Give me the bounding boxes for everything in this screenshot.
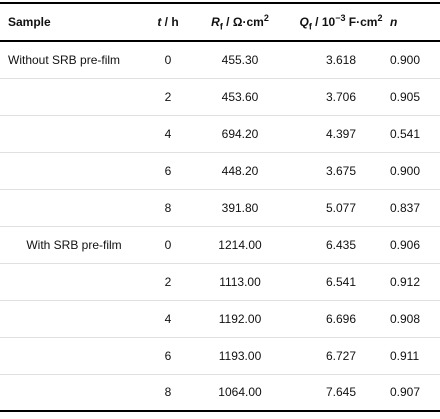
cell-sample [0, 189, 148, 226]
cell-rf: 391.80 [221, 200, 259, 215]
header-time-var: t [157, 15, 162, 29]
cell-qf: 3.706 [325, 89, 357, 104]
cell-sample [0, 115, 148, 152]
cell-sample [0, 263, 148, 300]
cell-time: 4 [164, 311, 172, 326]
table-row: 2 1113.00 6.541 0.912 [0, 263, 440, 300]
header-n: n [390, 3, 440, 41]
header-rf-var: R [211, 14, 220, 29]
cell-time: 4 [164, 126, 172, 141]
cell-qf: 7.645 [325, 385, 357, 400]
cell-rf: 1113.00 [219, 274, 261, 289]
table-row: 8 1064.00 7.645 0.907 [0, 374, 440, 411]
cell-rf: 1214.00 [218, 237, 262, 252]
cell-rf: 694.20 [221, 126, 259, 141]
cell-rf: 1064.00 [218, 385, 262, 400]
data-table: Sample t / h Rf / Ω·cm2 Qf / 10−3 F·cm2 … [0, 2, 440, 412]
header-rf-sub: f [219, 21, 223, 32]
cell-sample [0, 300, 148, 337]
cell-qf: 6.696 [325, 311, 357, 326]
header-qf-var: Q [299, 14, 309, 29]
header-rf-unit: / Ω·cm [222, 14, 264, 29]
cell-rf: 1193.00 [218, 348, 262, 363]
cell-time: 8 [164, 385, 172, 400]
header-qf-sub: f [308, 21, 312, 32]
cell-sample [0, 374, 148, 411]
cell-n: 0.905 [390, 89, 421, 104]
cell-time: 2 [164, 274, 172, 289]
cell-n: 0.900 [390, 163, 421, 178]
header-time: t / h [148, 3, 188, 41]
header-row: Sample t / h Rf / Ω·cm2 Qf / 10−3 F·cm2 … [0, 3, 440, 41]
cell-rf: 1192.00 [218, 311, 262, 326]
table-row: 2 453.60 3.706 0.905 [0, 78, 440, 115]
header-time-unit: / h [161, 15, 179, 29]
cell-time: 0 [164, 237, 172, 252]
cell-qf: 4.397 [325, 126, 357, 141]
table-row: 6 1193.00 6.727 0.911 [0, 337, 440, 374]
header-sample-label: Sample [8, 15, 51, 29]
header-rf: Rf / Ω·cm2 [188, 3, 292, 41]
table-row: 8 391.80 5.077 0.837 [0, 189, 440, 226]
cell-rf: 455.30 [221, 52, 259, 67]
cell-time: 0 [164, 52, 172, 67]
cell-n: 0.908 [390, 311, 421, 326]
header-qf-unit1: / 10 [311, 14, 336, 29]
header-qf-sup1: −3 [335, 12, 346, 23]
cell-sample [0, 337, 148, 374]
cell-time: 6 [164, 348, 172, 363]
table-row: Without SRB pre-film 0 455.30 3.618 0.90… [0, 41, 440, 78]
cell-n: 0.907 [390, 385, 421, 400]
header-qf-unit2: F·cm [345, 14, 378, 29]
cell-n: 0.912 [390, 274, 421, 289]
cell-time: 8 [164, 200, 172, 215]
cell-qf: 6.435 [325, 237, 357, 252]
cell-rf: 453.60 [221, 89, 259, 104]
cell-sample [0, 78, 148, 115]
header-sample: Sample [0, 3, 148, 41]
cell-time: 2 [164, 89, 172, 104]
header-qf-sup2: 2 [377, 12, 383, 23]
cell-sample [0, 152, 148, 189]
cell-rf: 448.20 [221, 163, 259, 178]
cell-n: 0.900 [390, 52, 421, 67]
cell-n: 0.911 [390, 348, 420, 363]
cell-n: 0.906 [390, 237, 421, 252]
cell-n: 0.541 [390, 126, 421, 141]
header-qf: Qf / 10−3 F·cm2 [292, 3, 390, 41]
header-n-var: n [390, 15, 398, 29]
table-row: 4 694.20 4.397 0.541 [0, 115, 440, 152]
data-table-container: Sample t / h Rf / Ω·cm2 Qf / 10−3 F·cm2 … [0, 2, 440, 412]
cell-qf: 3.675 [325, 163, 357, 178]
cell-sample: Without SRB pre-film [8, 52, 121, 67]
cell-sample: With SRB pre-film [26, 237, 122, 252]
cell-qf: 6.541 [325, 274, 357, 289]
table-row: 4 1192.00 6.696 0.908 [0, 300, 440, 337]
cell-qf: 6.727 [325, 348, 357, 363]
header-rf-sup: 2 [263, 12, 269, 23]
table-row: With SRB pre-film 0 1214.00 6.435 0.906 [0, 226, 440, 263]
cell-qf: 3.618 [325, 52, 357, 67]
cell-qf: 5.077 [325, 200, 357, 215]
table-row: 6 448.20 3.675 0.900 [0, 152, 440, 189]
cell-n: 0.837 [390, 200, 421, 215]
cell-time: 6 [164, 163, 172, 178]
